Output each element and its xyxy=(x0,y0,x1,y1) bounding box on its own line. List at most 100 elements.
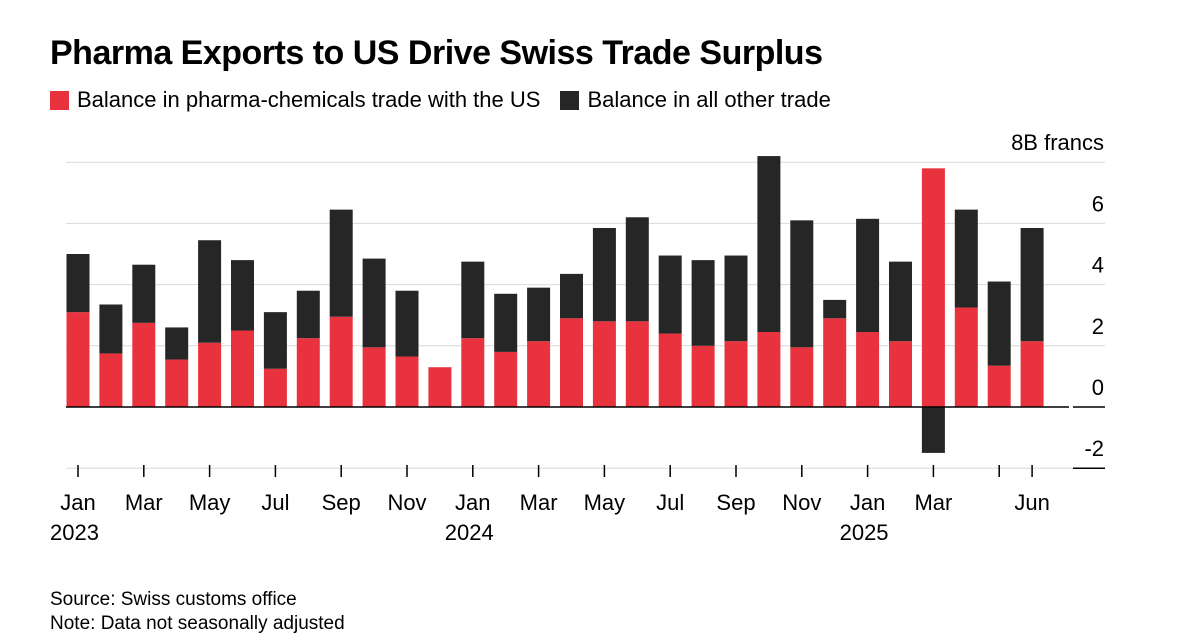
bar-pharma-Apr-2023 xyxy=(165,359,189,407)
x-tick-label-year: 2023 xyxy=(50,520,99,545)
bar-pharma-Feb-2023 xyxy=(99,353,123,407)
bar-pharma-Jun-2023 xyxy=(231,330,254,407)
x-tick-label-month: Sep xyxy=(322,490,361,515)
bar-pharma-May-2023 xyxy=(198,342,222,407)
chart-legend: Balance in pharma-chemicals trade with t… xyxy=(50,87,851,113)
bar-pharma-Jun-2024 xyxy=(625,321,649,407)
bar-pharma-Jun-2025 xyxy=(1020,341,1044,407)
bar-pharma-Oct-2024 xyxy=(757,332,781,407)
x-tick-label-month: Jun xyxy=(1014,490,1049,515)
bar-pharma-May-2025 xyxy=(987,365,1011,407)
x-tick-label-month: Mar xyxy=(914,490,952,515)
bar-other-May-2025 xyxy=(987,281,1011,366)
bar-pharma-Mar-2025 xyxy=(921,168,945,407)
x-tick-label-month: Jul xyxy=(656,490,684,515)
x-tick-label-year: 2024 xyxy=(445,520,494,545)
y-tick-label: 4 xyxy=(1092,253,1104,278)
bar-other-May-2024 xyxy=(592,227,616,322)
bar-pharma-May-2024 xyxy=(592,321,616,407)
bar-other-Nov-2024 xyxy=(790,220,814,348)
bar-other-Jun-2024 xyxy=(625,217,649,322)
bar-other-Sep-2023 xyxy=(329,209,353,317)
bar-pharma-Jul-2024 xyxy=(658,333,682,407)
bar-other-Jan-2024 xyxy=(461,261,485,339)
bar-other-Aug-2023 xyxy=(296,290,320,339)
x-tick-label-month: Jan xyxy=(455,490,490,515)
bar-other-Jul-2024 xyxy=(658,255,682,334)
bar-other-Sep-2024 xyxy=(724,255,748,342)
x-tick-label-month: Jan xyxy=(60,490,95,515)
bar-other-Mar-2024 xyxy=(527,287,551,342)
y-tick-label: 6 xyxy=(1092,191,1104,216)
bar-other-Mar-2025 xyxy=(921,407,945,453)
y-tick-label: -2 xyxy=(1084,436,1104,461)
legend-label-other: Balance in all other trade xyxy=(587,87,831,112)
source-note: Source: Swiss customs office xyxy=(50,589,297,610)
chart-footer: Source: Swiss customs office Note: Data … xyxy=(50,588,345,636)
bar-pharma-Dec-2023 xyxy=(428,367,452,407)
bar-other-Nov-2023 xyxy=(395,290,419,357)
x-tick-label-month: Jan xyxy=(850,490,885,515)
grid-lines xyxy=(66,161,1105,469)
bar-pharma-Jul-2023 xyxy=(263,368,287,407)
bar-other-Jul-2023 xyxy=(263,312,287,369)
x-tick-label-month: Nov xyxy=(782,490,821,515)
bar-other-Apr-2025 xyxy=(954,209,978,308)
bar-pharma-Mar-2024 xyxy=(527,341,551,407)
bar-other-Apr-2024 xyxy=(560,273,583,319)
bar-pharma-Feb-2025 xyxy=(889,341,912,407)
y-tick-label: 0 xyxy=(1092,375,1104,400)
x-tick-label-month: May xyxy=(189,490,231,515)
bar-other-Feb-2024 xyxy=(494,293,518,352)
bar-pharma-Apr-2024 xyxy=(560,318,583,407)
legend-swatch-other xyxy=(560,90,580,110)
legend-label-pharma: Balance in pharma-chemicals trade with t… xyxy=(77,87,541,112)
bar-pharma-Jan-2024 xyxy=(461,338,485,407)
bar-pharma-Nov-2023 xyxy=(395,356,419,407)
bar-other-May-2023 xyxy=(198,240,222,343)
bars xyxy=(66,156,1044,453)
bar-pharma-Dec-2024 xyxy=(823,318,847,407)
x-tick-label-month: Mar xyxy=(125,490,163,515)
legend-item-other: Balance in all other trade xyxy=(560,87,831,113)
bar-pharma-Feb-2024 xyxy=(494,351,518,407)
bar-other-Jun-2023 xyxy=(231,260,254,331)
bar-other-Dec-2024 xyxy=(823,299,847,319)
bar-other-Apr-2023 xyxy=(165,327,189,360)
chart-title: Pharma Exports to US Drive Swiss Trade S… xyxy=(50,34,823,72)
x-tick-label-month: May xyxy=(584,490,626,515)
bar-other-Jan-2025 xyxy=(856,218,880,333)
bar-pharma-Nov-2024 xyxy=(790,347,814,407)
x-tick-label-year: 2025 xyxy=(840,520,889,545)
bar-pharma-Jan-2023 xyxy=(66,312,90,407)
y-tick-label: 8B francs xyxy=(1011,130,1104,155)
x-tick-label-month: Jul xyxy=(261,490,289,515)
x-tick-label-month: Mar xyxy=(520,490,558,515)
bar-pharma-Oct-2023 xyxy=(362,347,386,407)
x-tick-label-month: Nov xyxy=(387,490,426,515)
bar-pharma-Aug-2023 xyxy=(296,338,320,407)
bar-pharma-Mar-2023 xyxy=(132,322,156,407)
bar-other-Feb-2025 xyxy=(889,261,912,342)
x-tick-label-month: Sep xyxy=(716,490,755,515)
bar-other-Jan-2023 xyxy=(66,254,90,313)
seasonal-note: Note: Data not seasonally adjusted xyxy=(50,613,345,634)
bar-other-Feb-2023 xyxy=(99,304,123,354)
x-axis-ticks: Jan 2023 Mar May Jul Sep Nov Jan 2024 Mar May Jul Se… xyxy=(50,465,1050,545)
bar-pharma-Sep-2023 xyxy=(329,316,353,407)
bar-other-Oct-2024 xyxy=(757,156,781,333)
bar-other-Aug-2024 xyxy=(691,260,715,346)
bar-pharma-Sep-2024 xyxy=(724,341,748,407)
legend-swatch-pharma xyxy=(50,90,69,110)
bar-pharma-Apr-2025 xyxy=(954,307,978,407)
bar-other-Mar-2023 xyxy=(132,264,156,323)
y-axis-tick-labels: 8B francs 6 4 2 0 -2 xyxy=(1011,130,1104,461)
y-tick-label: 2 xyxy=(1092,314,1104,339)
bar-pharma-Aug-2024 xyxy=(691,345,715,407)
bar-other-Oct-2023 xyxy=(362,258,386,348)
legend-item-pharma: Balance in pharma-chemicals trade with t… xyxy=(50,87,540,113)
bar-pharma-Jan-2025 xyxy=(856,332,880,407)
bar-other-Jun-2025 xyxy=(1020,227,1044,342)
